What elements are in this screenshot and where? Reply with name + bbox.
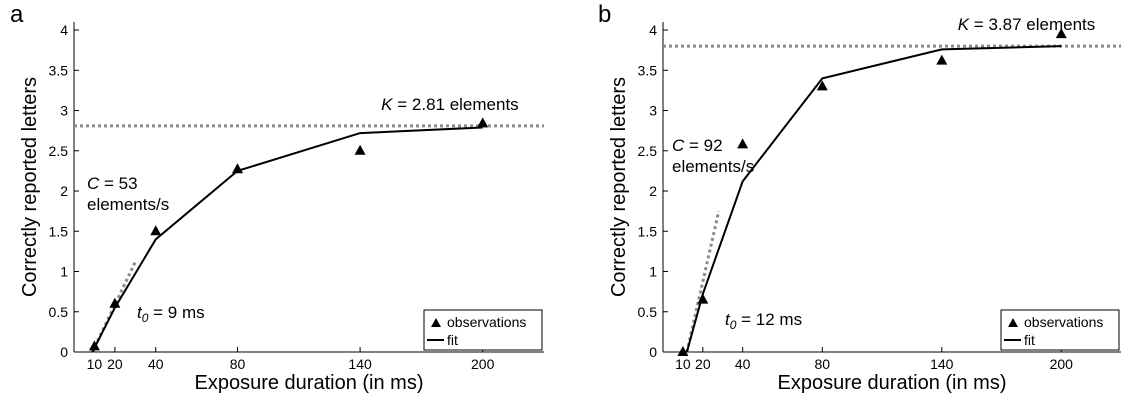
x-tick-label: 10 — [87, 356, 103, 372]
capacity-label: K = 3.87 elements — [958, 15, 1096, 34]
legend-box — [423, 309, 543, 351]
observation-marker — [737, 138, 749, 149]
fit-line — [685, 45, 1062, 353]
observation-marker — [677, 346, 689, 356]
observation-marker — [231, 163, 243, 174]
y-tick-label: 1 — [649, 264, 657, 280]
x-tick-label: 20 — [695, 356, 711, 372]
legend-box — [1000, 309, 1120, 351]
x-tick-label: 40 — [735, 356, 751, 372]
x-tick-label: 140 — [348, 356, 372, 372]
y-tick-label: 2.5 — [638, 143, 658, 159]
y-tick-label: 2 — [649, 183, 657, 199]
y-tick-label: 0.5 — [49, 304, 69, 320]
threshold-label: t0 = 12 ms — [725, 310, 802, 332]
x-tick-label: 80 — [230, 356, 246, 372]
x-tick-label: 80 — [815, 356, 831, 372]
y-axis-label: Correctly reported letters — [19, 77, 41, 297]
x-tick-label: 200 — [471, 356, 495, 372]
observation-marker — [1055, 28, 1067, 39]
y-axis-label: Correctly reported letters — [608, 77, 630, 297]
observation-marker — [697, 293, 709, 304]
x-tick-label: 40 — [148, 356, 164, 372]
y-tick-label: 1.5 — [638, 223, 658, 239]
fit-line — [91, 126, 483, 353]
legend-label-fit: fit — [1024, 332, 1035, 348]
y-tick-label: 2.5 — [49, 143, 69, 159]
y-tick-label: 1 — [60, 264, 68, 280]
legend: observations fit — [423, 309, 543, 351]
observation-marker — [936, 54, 948, 65]
legend-marker-observations — [1008, 318, 1018, 327]
rate-label: C = 53 — [87, 174, 138, 193]
panel-b: b 0 0.5 1 1.5 2 2.5 3 3.5 4 10 20 40 80 140 200 Exposure… — [598, 1, 1121, 394]
legend-label-observations: observations — [447, 314, 526, 330]
y-tick-label: 0.5 — [638, 304, 658, 320]
x-axis-label: Exposure duration (in ms) — [778, 372, 1007, 394]
y-tick-label: 4 — [60, 22, 68, 38]
y-tick-label: 3.5 — [49, 62, 69, 78]
legend-label-fit: fit — [447, 332, 458, 348]
observation-marker — [150, 225, 162, 236]
rate-label: C = 92 — [672, 136, 723, 155]
x-tick-label: 140 — [930, 356, 954, 372]
y-tick-label: 0 — [60, 344, 68, 360]
y-tick-label: 3 — [649, 103, 657, 119]
y-tick-label: 1.5 — [49, 223, 69, 239]
observation-marker — [109, 297, 121, 308]
capacity-label: K = 2.81 elements — [381, 95, 519, 114]
legend-label-observations: observations — [1024, 314, 1103, 330]
x-tick-label: 200 — [1050, 356, 1074, 372]
y-tick-label: 3.5 — [638, 62, 658, 78]
rate-label-line2: elements/s — [87, 195, 169, 214]
x-axis-label: Exposure duration (in ms) — [195, 372, 424, 394]
rate-dotted-line — [685, 210, 721, 353]
y-tick-label: 3 — [60, 103, 68, 119]
y-tick-label: 4 — [649, 22, 657, 38]
observation-marker — [816, 80, 828, 91]
observation-marker — [88, 340, 100, 351]
threshold-label: t0 = 9 ms — [137, 303, 205, 325]
panel-letter: a — [10, 1, 24, 28]
panel-a: a 0 0.5 1 1.5 2 2.5 3 3.5 4 10 20 40 80 140 200 Exposure… — [10, 1, 544, 394]
observation-marker — [354, 144, 366, 155]
legend-marker-observations — [431, 318, 441, 327]
x-tick-label: 20 — [107, 356, 123, 372]
rate-label-line2: elements/s — [672, 157, 754, 176]
panel-letter: b — [598, 1, 611, 28]
x-tick-label: 10 — [675, 356, 691, 372]
y-tick-label: 2 — [60, 183, 68, 199]
y-tick-label: 0 — [649, 344, 657, 360]
observation-marker — [477, 117, 489, 128]
legend: observations fit — [1000, 309, 1120, 351]
